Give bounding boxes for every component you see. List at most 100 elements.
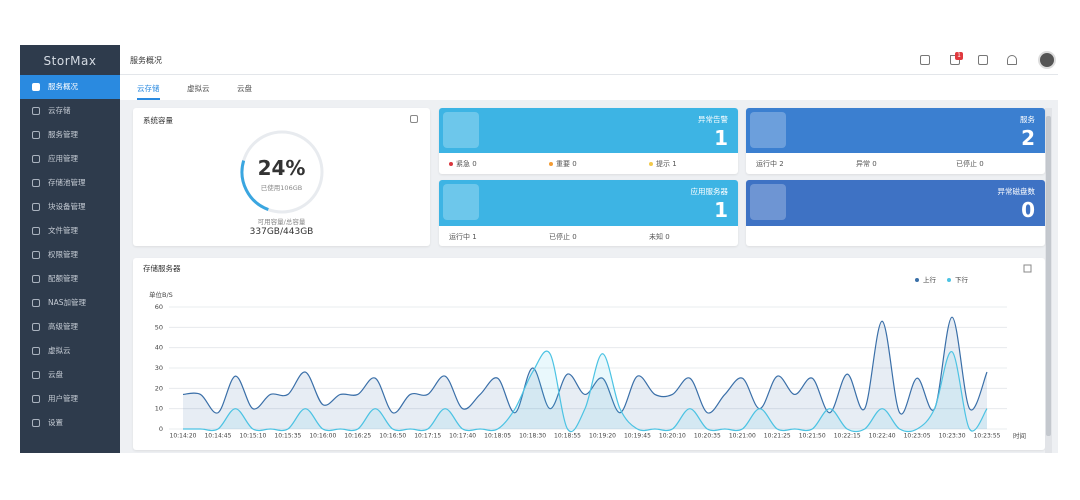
x-tick-label: 10:16:50	[379, 433, 406, 440]
card-decoration	[750, 112, 786, 148]
tab[interactable]: 云盘	[237, 84, 252, 93]
nav-icon	[32, 107, 40, 115]
capacity-title: 系统容量	[143, 116, 173, 125]
card-stat: 已停止 0	[956, 159, 984, 169]
icon-expand[interactable]	[1023, 264, 1032, 273]
gauge	[240, 130, 324, 214]
nav-label: 服务管理	[48, 130, 78, 139]
card-header: 异常磁盘数 0	[746, 180, 1045, 226]
card-stat: 异常 0	[856, 159, 877, 169]
x-tick-label: 10:19:45	[624, 433, 651, 440]
legend-dot	[947, 278, 951, 282]
x-tick-label: 10:18:55	[554, 433, 581, 440]
y-tick-label: 0	[159, 425, 163, 433]
nav-icon	[32, 83, 40, 91]
x-tick-label: 10:22:15	[834, 433, 861, 440]
stat-label: 异常	[856, 160, 870, 168]
x-tick-label: 10:16:00	[309, 433, 336, 440]
nav-item[interactable]: 高级管理	[20, 315, 120, 339]
chart-title: 存储服务器	[143, 263, 181, 273]
nav-icon	[32, 347, 40, 355]
x-tick-label: 10:20:35	[694, 433, 721, 440]
stat-label: 已停止	[956, 160, 977, 168]
nav-icon	[32, 371, 40, 379]
stat-label: 未知	[649, 233, 663, 241]
nav-item[interactable]: 用户管理	[20, 387, 120, 411]
x-tick-label: 10:23:05	[904, 433, 931, 440]
nav-item[interactable]: 设置	[20, 411, 120, 435]
nav-item[interactable]: 云盘	[20, 363, 120, 387]
x-tick-label: 10:21:50	[799, 433, 826, 440]
tab[interactable]: 云存储	[137, 83, 160, 100]
nav-label: 存储池管理	[48, 178, 86, 187]
scrollbar[interactable]	[1045, 108, 1052, 453]
y-tick-label: 10	[155, 405, 163, 413]
card-title: 服务	[1020, 115, 1035, 124]
card-stat: 未知 0	[649, 232, 670, 242]
sidebar: StorMax 服务概况 云存储服务管理应用管理存储池管理块设备管理文件管理 权限管…	[20, 45, 120, 453]
x-tick-label: 10:23:30	[939, 433, 966, 440]
x-tick-label: 10:23:55	[974, 433, 1001, 440]
card-decoration	[750, 184, 786, 220]
capacity-used: 已使用106GB	[260, 184, 303, 192]
nav-label: 云盘	[48, 370, 63, 379]
nav-icon	[32, 275, 40, 283]
nav-label: 虚拟云	[48, 346, 71, 355]
tab[interactable]: 虚拟云	[187, 84, 210, 93]
x-tick-label: 10:14:20	[170, 433, 197, 440]
card-decoration	[443, 184, 479, 220]
nav-icon	[32, 131, 40, 139]
stat-value: 0	[572, 233, 577, 241]
card-value: 1	[714, 126, 728, 150]
capacity-value: 337GB/443GB	[249, 227, 314, 237]
nav-item[interactable]: 配额管理	[20, 267, 120, 291]
nav-label: 块设备管理	[48, 202, 86, 211]
card-header: 服务 2	[746, 108, 1045, 153]
nav-item[interactable]: 应用管理	[20, 147, 120, 171]
nav-item[interactable]: 服务管理	[20, 123, 120, 147]
x-tick-label: 10:14:45	[204, 433, 231, 440]
legend-label: 上行	[923, 275, 937, 284]
stat-value: 1	[672, 160, 677, 168]
nav-icon	[32, 299, 40, 307]
nav-label: 配额管理	[48, 274, 78, 283]
nav-item[interactable]: 块设备管理	[20, 195, 120, 219]
series-area	[183, 317, 987, 429]
nav-icon	[32, 203, 40, 211]
stat-value: 1	[472, 233, 477, 241]
scroll-thumb[interactable]	[1046, 116, 1051, 436]
x-tick-label: 10:21:00	[729, 433, 756, 440]
nav-item[interactable]: NAS加管理	[20, 291, 120, 315]
capacity-label: 可用容量/总容量	[257, 218, 306, 226]
stat-value: 2	[779, 160, 784, 168]
stat-label: 紧急	[456, 160, 470, 168]
y-tick-label: 60	[155, 303, 163, 311]
y-tick-label: 50	[155, 323, 163, 331]
chart-panel: 存储服务器 单位B/S 时间 0 10 20 30 40 50 60 10:14:20 10:1…	[133, 258, 1045, 450]
nav-item[interactable]: 云存储	[20, 99, 120, 123]
stat-label: 提示	[656, 160, 670, 168]
icon-user[interactable]	[1007, 55, 1017, 65]
icon-clipboard[interactable]	[978, 55, 988, 65]
icon-expand[interactable]	[410, 115, 418, 123]
nav-icon	[32, 227, 40, 235]
nav-item[interactable]: 存储池管理	[20, 171, 120, 195]
avatar[interactable]	[1038, 51, 1056, 69]
gauge-arc	[240, 130, 324, 214]
nav-item[interactable]: 虚拟云	[20, 339, 120, 363]
icon-message[interactable]	[920, 55, 930, 65]
nav-item[interactable]: 服务概况	[20, 75, 120, 99]
brand: StorMax	[43, 54, 97, 68]
stat-dot	[649, 162, 653, 166]
status-card: 应用服务器 1 运行中 1 已停止 0 未知 0	[439, 180, 738, 246]
stat-value: 0	[665, 233, 670, 241]
stat-dot	[449, 162, 453, 166]
stat-label: 已停止	[549, 233, 570, 241]
card-value: 0	[1021, 198, 1035, 222]
legend-label: 下行	[955, 275, 969, 284]
series-area	[183, 351, 987, 432]
card-title: 异常告警	[698, 115, 728, 124]
nav-item[interactable]: 权限管理	[20, 243, 120, 267]
nav-item[interactable]: 文件管理	[20, 219, 120, 243]
